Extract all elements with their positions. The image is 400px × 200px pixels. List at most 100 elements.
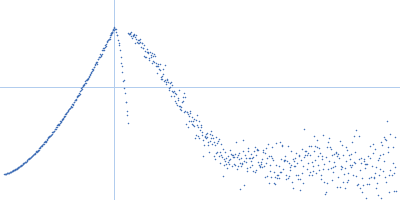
Point (82, 79, 88, 82)
Point (3, 172, 10, 175)
Point (333, 150, 339, 153)
Point (148, 56, 154, 59)
Point (120, 80, 126, 83)
Point (81, 84, 88, 87)
Point (222, 150, 228, 153)
Point (5, 171, 12, 174)
Point (227, 148, 233, 152)
Point (335, 152, 341, 155)
Point (332, 151, 339, 154)
Point (207, 140, 213, 143)
Point (2, 172, 9, 175)
Point (274, 176, 281, 179)
Point (384, 120, 390, 123)
Point (349, 164, 355, 167)
Point (65, 108, 72, 111)
Point (330, 170, 336, 174)
Point (270, 170, 277, 174)
Point (110, 27, 116, 30)
Point (106, 37, 113, 41)
Point (57, 120, 64, 123)
Point (117, 56, 124, 59)
Point (154, 71, 160, 75)
Point (146, 57, 152, 60)
Point (307, 153, 314, 156)
Point (7, 170, 13, 174)
Point (42, 140, 48, 143)
Point (359, 191, 366, 194)
Point (299, 171, 305, 175)
Point (92, 63, 99, 66)
Point (123, 101, 129, 104)
Point (238, 157, 244, 160)
Point (360, 184, 366, 187)
Point (324, 181, 330, 185)
Point (139, 41, 145, 44)
Point (310, 170, 316, 173)
Point (237, 165, 244, 168)
Point (115, 38, 121, 41)
Point (24, 160, 30, 163)
Point (314, 145, 320, 148)
Point (180, 110, 187, 113)
Point (17, 165, 23, 168)
Point (279, 143, 285, 146)
Point (292, 156, 298, 159)
Point (70, 103, 76, 106)
Point (9, 169, 15, 173)
Point (183, 123, 189, 126)
Point (375, 194, 381, 197)
Point (345, 171, 352, 174)
Point (78, 88, 84, 91)
Point (107, 38, 113, 41)
Point (20, 162, 26, 165)
Point (282, 155, 288, 158)
Point (86, 76, 92, 79)
Point (205, 144, 211, 147)
Point (122, 100, 129, 103)
Point (230, 155, 236, 158)
Point (294, 161, 300, 164)
Point (138, 41, 145, 45)
Point (266, 163, 273, 167)
Point (116, 44, 122, 47)
Point (165, 80, 171, 83)
Point (84, 77, 90, 81)
Point (270, 158, 276, 161)
Point (323, 156, 329, 159)
Point (300, 165, 306, 168)
Point (77, 92, 83, 95)
Point (191, 125, 198, 128)
Point (28, 155, 34, 158)
Point (194, 123, 200, 126)
Point (96, 55, 102, 58)
Point (140, 47, 146, 50)
Point (276, 176, 282, 179)
Point (176, 108, 183, 111)
Point (3, 172, 9, 175)
Point (242, 156, 249, 160)
Point (304, 167, 310, 170)
Point (53, 126, 60, 129)
Point (196, 120, 203, 123)
Point (74, 96, 80, 99)
Point (23, 160, 29, 163)
Point (202, 136, 208, 139)
Point (78, 87, 84, 90)
Point (231, 156, 237, 159)
Point (141, 44, 148, 47)
Point (326, 159, 333, 163)
Point (101, 47, 107, 50)
Point (62, 112, 69, 116)
Point (14, 166, 20, 170)
Point (38, 144, 45, 147)
Point (238, 163, 245, 166)
Point (58, 119, 64, 123)
Point (356, 157, 362, 160)
Point (208, 129, 214, 133)
Point (216, 155, 222, 158)
Point (281, 159, 287, 162)
Point (240, 150, 246, 153)
Point (245, 150, 251, 153)
Point (232, 163, 238, 166)
